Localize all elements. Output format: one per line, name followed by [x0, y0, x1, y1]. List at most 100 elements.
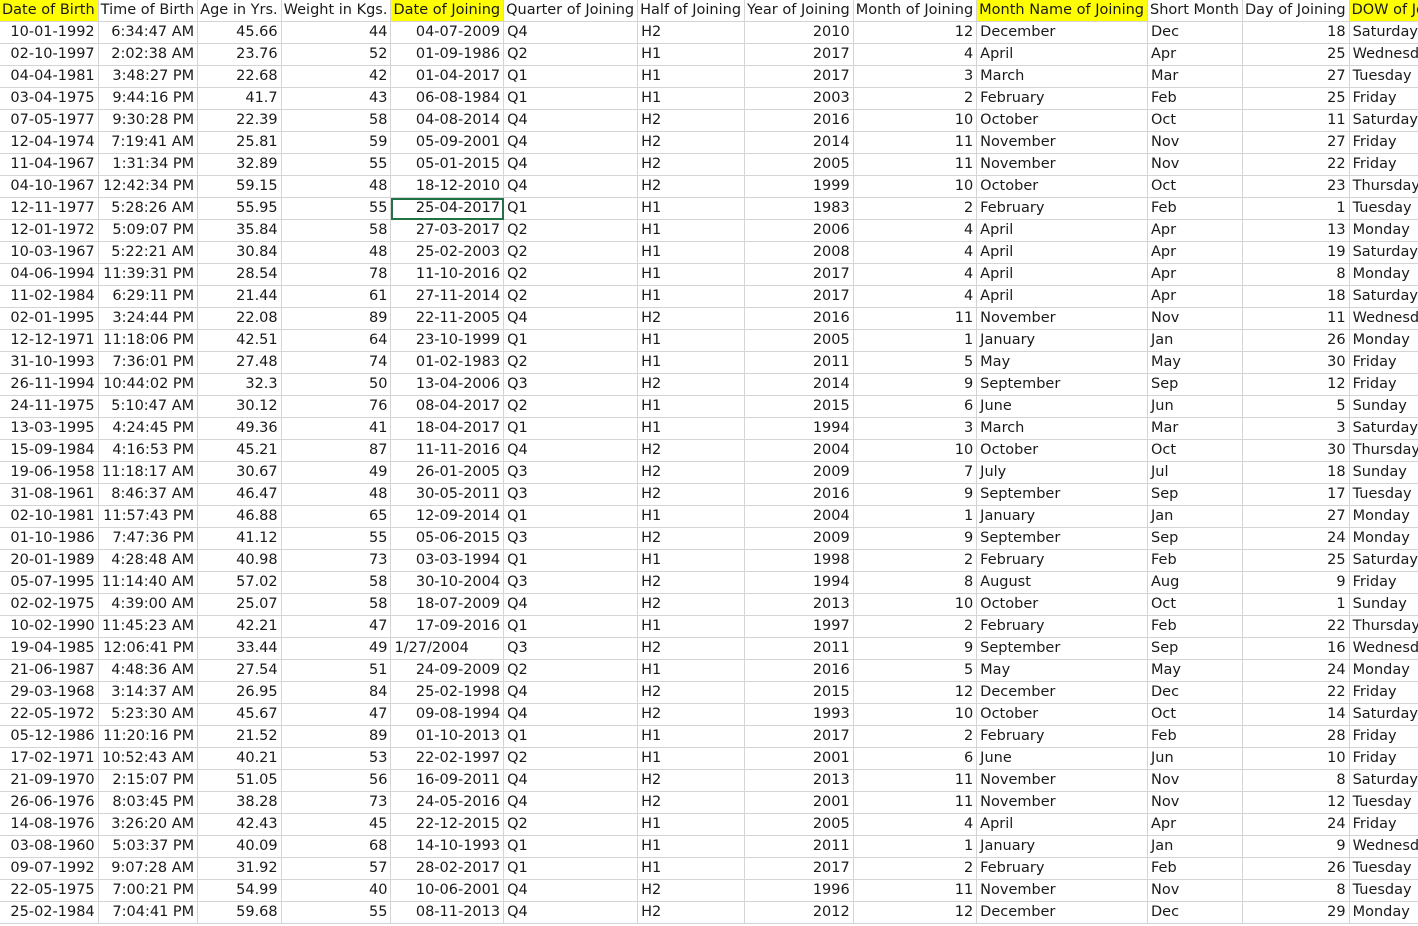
- cell-quarter[interactable]: Q4: [503, 593, 639, 616]
- cell-dob[interactable]: 10-01-1992: [0, 21, 99, 44]
- cell-dow[interactable]: Friday: [1349, 373, 1418, 396]
- cell-dob[interactable]: 09-07-1992: [0, 857, 99, 880]
- cell-weight[interactable]: 89: [281, 725, 392, 748]
- cell-month-name[interactable]: April: [976, 43, 1148, 66]
- cell-short-month[interactable]: Apr: [1147, 285, 1243, 308]
- cell-age[interactable]: 45.66: [197, 21, 282, 44]
- cell-month-name[interactable]: June: [976, 747, 1148, 770]
- cell-dob[interactable]: 24-11-1975: [0, 395, 99, 418]
- cell-dob[interactable]: 10-03-1967: [0, 241, 99, 264]
- cell-quarter[interactable]: Q2: [503, 747, 639, 770]
- cell-dow[interactable]: Wednesday: [1349, 637, 1418, 660]
- cell-half[interactable]: H2: [637, 373, 746, 396]
- cell-month[interactable]: 9: [853, 637, 978, 660]
- cell-year[interactable]: 1994: [744, 571, 854, 594]
- cell-half[interactable]: H1: [637, 241, 746, 264]
- cell-weight[interactable]: 58: [281, 109, 392, 132]
- cell-doj[interactable]: 27-11-2014: [390, 285, 505, 308]
- cell-weight[interactable]: 58: [281, 571, 392, 594]
- cell-month[interactable]: 2: [853, 725, 978, 748]
- cell-age[interactable]: 41.7: [197, 87, 282, 110]
- cell-short-month[interactable]: Nov: [1147, 131, 1243, 154]
- cell-dob[interactable]: 05-12-1986: [0, 725, 99, 748]
- cell-month[interactable]: 12: [853, 21, 978, 44]
- cell-month[interactable]: 7: [853, 461, 978, 484]
- cell-month-name[interactable]: April: [976, 285, 1148, 308]
- cell-half[interactable]: H2: [637, 175, 746, 198]
- cell-tob[interactable]: 10:44:02 PM: [98, 373, 199, 396]
- cell-day[interactable]: 19: [1242, 241, 1350, 264]
- cell-month[interactable]: 11: [853, 791, 978, 814]
- cell-short-month[interactable]: Oct: [1147, 175, 1243, 198]
- cell-year[interactable]: 2009: [744, 527, 854, 550]
- cell-doj[interactable]: 09-08-1994: [390, 703, 505, 726]
- cell-half[interactable]: H1: [637, 285, 746, 308]
- cell-quarter[interactable]: Q4: [503, 131, 639, 154]
- cell-tob[interactable]: 1:31:34 PM: [98, 153, 199, 176]
- cell-quarter[interactable]: Q2: [503, 241, 639, 264]
- cell-dob[interactable]: 11-02-1984: [0, 285, 99, 308]
- cell-dow[interactable]: Friday: [1349, 681, 1418, 704]
- cell-month-name[interactable]: May: [976, 659, 1148, 682]
- cell-dob[interactable]: 21-09-1970: [0, 769, 99, 792]
- cell-year[interactable]: 2016: [744, 483, 854, 506]
- cell-month-name[interactable]: October: [976, 593, 1148, 616]
- cell-short-month[interactable]: Apr: [1147, 263, 1243, 286]
- cell-month-name[interactable]: November: [976, 769, 1148, 792]
- cell-quarter[interactable]: Q3: [503, 637, 639, 660]
- cell-dob[interactable]: 13-03-1995: [0, 417, 99, 440]
- cell-day[interactable]: 18: [1242, 461, 1350, 484]
- cell-month[interactable]: 11: [853, 879, 978, 902]
- cell-dob[interactable]: 03-08-1960: [0, 835, 99, 858]
- cell-month[interactable]: 11: [853, 153, 978, 176]
- cell-month-name[interactable]: February: [976, 615, 1148, 638]
- cell-age[interactable]: 59.68: [197, 901, 282, 924]
- cell-dow[interactable]: Monday: [1349, 505, 1418, 528]
- cell-dow[interactable]: Monday: [1349, 901, 1418, 924]
- cell-tob[interactable]: 5:28:26 AM: [98, 197, 199, 220]
- cell-month[interactable]: 8: [853, 571, 978, 594]
- cell-month-name[interactable]: March: [976, 65, 1148, 88]
- cell-day[interactable]: 11: [1242, 109, 1350, 132]
- cell-month-name[interactable]: February: [976, 197, 1148, 220]
- cell-age[interactable]: 27.54: [197, 659, 282, 682]
- cell-short-month[interactable]: Apr: [1147, 219, 1243, 242]
- cell-dob[interactable]: 21-06-1987: [0, 659, 99, 682]
- header-cell-year[interactable]: Year of Joining: [744, 0, 854, 22]
- cell-quarter[interactable]: Q2: [503, 263, 639, 286]
- cell-tob[interactable]: 2:15:07 PM: [98, 769, 199, 792]
- cell-dob[interactable]: 22-05-1972: [0, 703, 99, 726]
- cell-dob[interactable]: 31-08-1961: [0, 483, 99, 506]
- cell-month[interactable]: 10: [853, 703, 978, 726]
- cell-tob[interactable]: 4:24:45 PM: [98, 417, 199, 440]
- cell-weight[interactable]: 61: [281, 285, 392, 308]
- cell-short-month[interactable]: Apr: [1147, 241, 1243, 264]
- cell-dob[interactable]: 17-02-1971: [0, 747, 99, 770]
- cell-weight[interactable]: 68: [281, 835, 392, 858]
- cell-doj[interactable]: 05-01-2015: [390, 153, 505, 176]
- cell-doj[interactable]: 17-09-2016: [390, 615, 505, 638]
- cell-month[interactable]: 10: [853, 593, 978, 616]
- cell-month-name[interactable]: November: [976, 307, 1148, 330]
- cell-month-name[interactable]: September: [976, 527, 1148, 550]
- cell-year[interactable]: 1999: [744, 175, 854, 198]
- cell-doj[interactable]: 18-04-2017: [390, 417, 505, 440]
- cell-half[interactable]: H1: [637, 659, 746, 682]
- cell-tob[interactable]: 11:57:43 PM: [98, 505, 199, 528]
- cell-month-name[interactable]: December: [976, 681, 1148, 704]
- cell-tob[interactable]: 9:07:28 AM: [98, 857, 199, 880]
- cell-tob[interactable]: 8:46:37 AM: [98, 483, 199, 506]
- cell-dob[interactable]: 04-06-1994: [0, 263, 99, 286]
- cell-age[interactable]: 21.52: [197, 725, 282, 748]
- cell-weight[interactable]: 73: [281, 791, 392, 814]
- cell-month-name[interactable]: October: [976, 175, 1148, 198]
- cell-doj[interactable]: 26-01-2005: [390, 461, 505, 484]
- cell-doj[interactable]: 27-03-2017: [390, 219, 505, 242]
- cell-month-name[interactable]: March: [976, 417, 1148, 440]
- cell-dow[interactable]: Saturday: [1349, 417, 1418, 440]
- cell-short-month[interactable]: Sep: [1147, 527, 1243, 550]
- cell-doj[interactable]: 22-02-1997: [390, 747, 505, 770]
- cell-weight[interactable]: 53: [281, 747, 392, 770]
- cell-day[interactable]: 24: [1242, 813, 1350, 836]
- cell-dob[interactable]: 12-12-1971: [0, 329, 99, 352]
